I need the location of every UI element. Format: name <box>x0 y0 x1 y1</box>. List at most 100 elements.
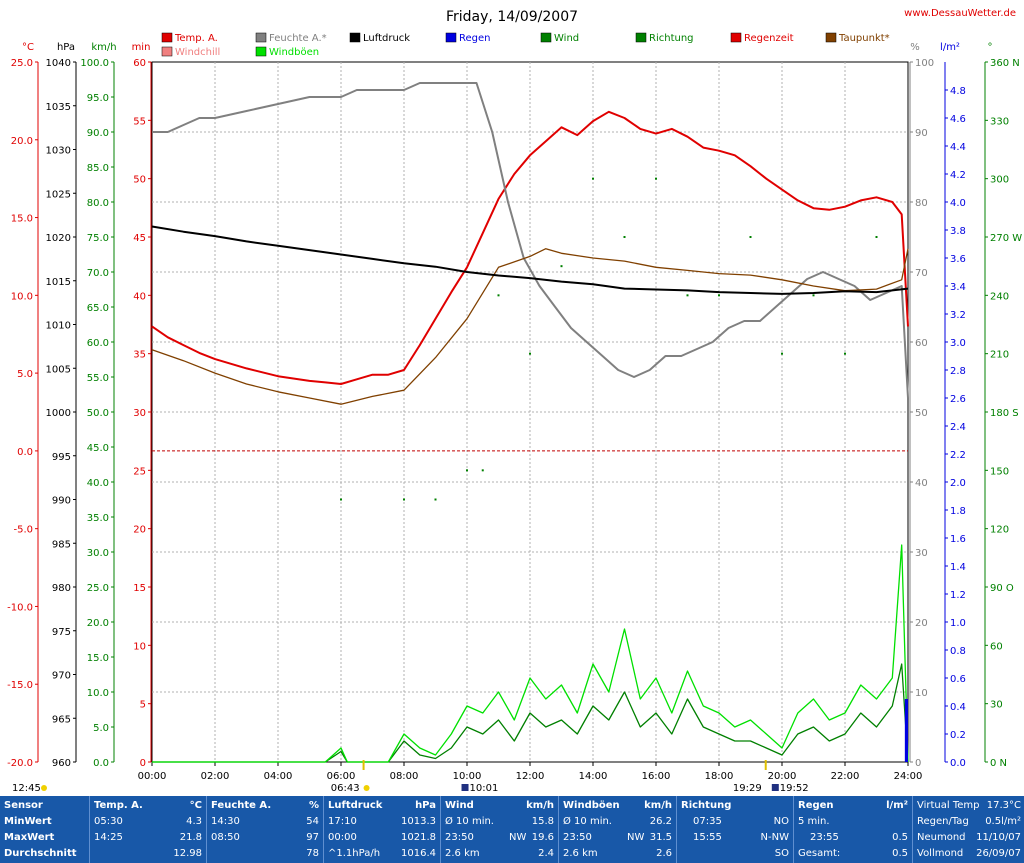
direction-point-6 <box>529 352 531 355</box>
dir-tick-label-4: 240 <box>990 291 1009 302</box>
sunrise-bar <box>362 760 365 770</box>
stats-windboeen-max-time: 23:50 <box>563 832 592 843</box>
direction-point-8 <box>592 177 594 180</box>
stats-header-windboeen: Windböen km/h <box>563 800 672 812</box>
stats-feuchte-max-time: 08:50 <box>211 832 240 843</box>
legend-swatch-0 <box>161 32 173 43</box>
legend-label-5: Regen <box>459 33 491 44</box>
wind-tick-label-15: 25.0 <box>87 583 109 594</box>
stats-virtual-temp-value: 17.3°C <box>986 800 1021 811</box>
moonset-label: 19:52 <box>780 783 809 794</box>
rain-tick-label-13: 2.2 <box>950 450 966 461</box>
site-link[interactable]: www.DessauWetter.de <box>904 8 1016 19</box>
hum-tick-label-8: 20 <box>915 618 928 629</box>
rain-tick-label-15: 1.8 <box>950 506 966 517</box>
stats-header-sensor: Sensor <box>4 800 43 811</box>
stats-header-regen: Regen l/m² <box>798 800 908 812</box>
stats-temp-avg: 12.98 <box>94 848 202 860</box>
stats-richtung-avg-value: SO <box>774 848 789 859</box>
stats-windboeen-distance: 2.6 km <box>563 848 598 859</box>
press-tick-label-3: 1025 <box>46 189 71 200</box>
wind-tick-label-9: 55.0 <box>87 373 109 384</box>
dir-tick-label-1: 330 <box>990 116 1009 127</box>
min-axis-unit: min <box>132 42 151 53</box>
wind-tick-label-8: 60.0 <box>87 338 109 349</box>
stats-extra-regen-tag: Regen/Tag 0.5l/m² <box>917 816 1021 828</box>
stats-regen-total: Gesamt: 0.5 <box>798 848 908 860</box>
direction-point-12 <box>718 294 720 297</box>
direction-point-7 <box>560 265 563 268</box>
stats-luftdruck-max: 00:00 1021.8 <box>328 832 436 844</box>
press-tick-label-6: 1010 <box>46 321 71 332</box>
temp-tick-label-0: 25.0 <box>11 58 33 69</box>
legend-label-7: Richtung <box>649 33 694 44</box>
hum-tick-label-10: 0 <box>915 758 921 769</box>
stats-col-windboeen: Windböen km/h Ø 10 min. 26.2 23:50 NW 31.5 2… <box>558 796 676 863</box>
dir-tick-label-10: 60 <box>990 641 1003 652</box>
direction-point-2 <box>434 498 437 501</box>
rain-tick-label-24: 0.0 <box>950 758 966 769</box>
time-tick-label-10: 20:00 <box>768 771 797 782</box>
wind-tick-label-1: 95.0 <box>87 93 109 104</box>
stats-col-richtung: Richtung 07:35 NO 15:55 N-NW SO <box>676 796 793 863</box>
stats-wind-max-time: 23:50 <box>445 832 474 843</box>
chart-legend: Temp. A. Windchill Feuchte A.* Windböen Luft… <box>161 32 890 58</box>
stats-feuchte-min: 14:30 54 <box>211 816 319 828</box>
hum-tick-label-3: 70 <box>915 268 928 279</box>
time-tick-label-12: 24:00 <box>894 771 923 782</box>
dir-tick-label-3: 270 W <box>990 233 1022 244</box>
rain-tick-label-0: 4.8 <box>950 86 966 97</box>
stats-wind-unit: km/h <box>526 800 554 811</box>
wind-tick-label-5: 75.0 <box>87 233 109 244</box>
time-tick-label-11: 22:00 <box>831 771 860 782</box>
stats-header-richtung: Richtung <box>681 800 732 811</box>
stats-richtung-min: 07:35 NO <box>681 816 789 828</box>
stats-col-feuchte: Feuchte A.% 14:30 54 08:50 97 78 <box>206 796 323 863</box>
legend-swatch-1 <box>161 46 173 57</box>
stats-feuchte-max-value: 97 <box>306 832 319 843</box>
stats-feuchte-avg-value: 78 <box>306 848 319 859</box>
legend-swatch-5 <box>445 32 457 43</box>
hum-tick-label-9: 10 <box>915 688 928 699</box>
rain-tick-label-4: 4.0 <box>950 198 966 209</box>
stats-windboeen-max-value: 31.5 <box>649 832 672 843</box>
stats-wind-max-value: 19.6 <box>531 832 554 843</box>
stats-regen-max: 23:55 0.5 <box>798 832 908 844</box>
sun-markers: 12:45 06:43 10:01 19:29 19:52 <box>12 760 809 794</box>
direction-point-11 <box>686 294 689 297</box>
stats-feuchte-avg: 78 <box>211 848 319 860</box>
press-tick-label-14: 970 <box>52 671 71 682</box>
temp-tick-label-4: 5.0 <box>17 369 33 380</box>
direction-point-17 <box>875 236 878 238</box>
temp-tick-label-8: -15.0 <box>7 680 33 691</box>
rain-tick-label-23: 0.2 <box>950 730 966 741</box>
stats-luftdruck-avg-value: 1016.4 <box>401 848 436 859</box>
stats-regen-unit: l/m² <box>886 800 908 811</box>
min-tick-label-3: 45 <box>133 233 146 244</box>
stats-luftdruck-max-value: 1021.8 <box>401 832 436 843</box>
stats-richtung-max: 15:55 N-NW <box>681 832 789 844</box>
stats-richtung-avg: SO <box>681 848 789 860</box>
stats-col-sensor: Sensor MinWert MaxWert Durchschnitt <box>0 796 88 863</box>
stats-temp-max: 14:25 21.8 <box>94 832 202 844</box>
day-start-label: 12:45 <box>12 783 41 794</box>
stats-wind-min: Ø 10 min. 15.8 <box>445 816 554 828</box>
sunset-bar <box>764 760 767 770</box>
stats-wind-max: 23:50 NW 19.6 <box>445 832 554 844</box>
rain-tick-label-1: 4.6 <box>950 114 966 125</box>
series-5-line <box>152 544 909 763</box>
stats-temp-avg-value: 12.98 <box>173 848 202 859</box>
press-axis-unit: hPa <box>57 42 75 53</box>
rain-tick-label-5: 3.8 <box>950 226 966 237</box>
stats-wind-avg: 2.6 km 2.4 <box>445 848 554 860</box>
stats-temp-unit: °C <box>189 800 202 811</box>
stats-windboeen-max: 23:50 NW 31.5 <box>563 832 672 844</box>
rain-tick-label-10: 2.8 <box>950 366 966 377</box>
dir-tick-label-7: 150 <box>990 466 1009 477</box>
hum-tick-label-6: 40 <box>915 478 928 489</box>
stats-luftdruck-avg: ^1.1hPa/h 1016.4 <box>328 848 436 860</box>
hum-tick-label-4: 60 <box>915 338 928 349</box>
stats-temp-title: Temp. A. <box>94 800 143 811</box>
stats-regen-total-value: 0.5 <box>892 848 908 859</box>
dir-tick-label-5: 210 <box>990 350 1009 361</box>
